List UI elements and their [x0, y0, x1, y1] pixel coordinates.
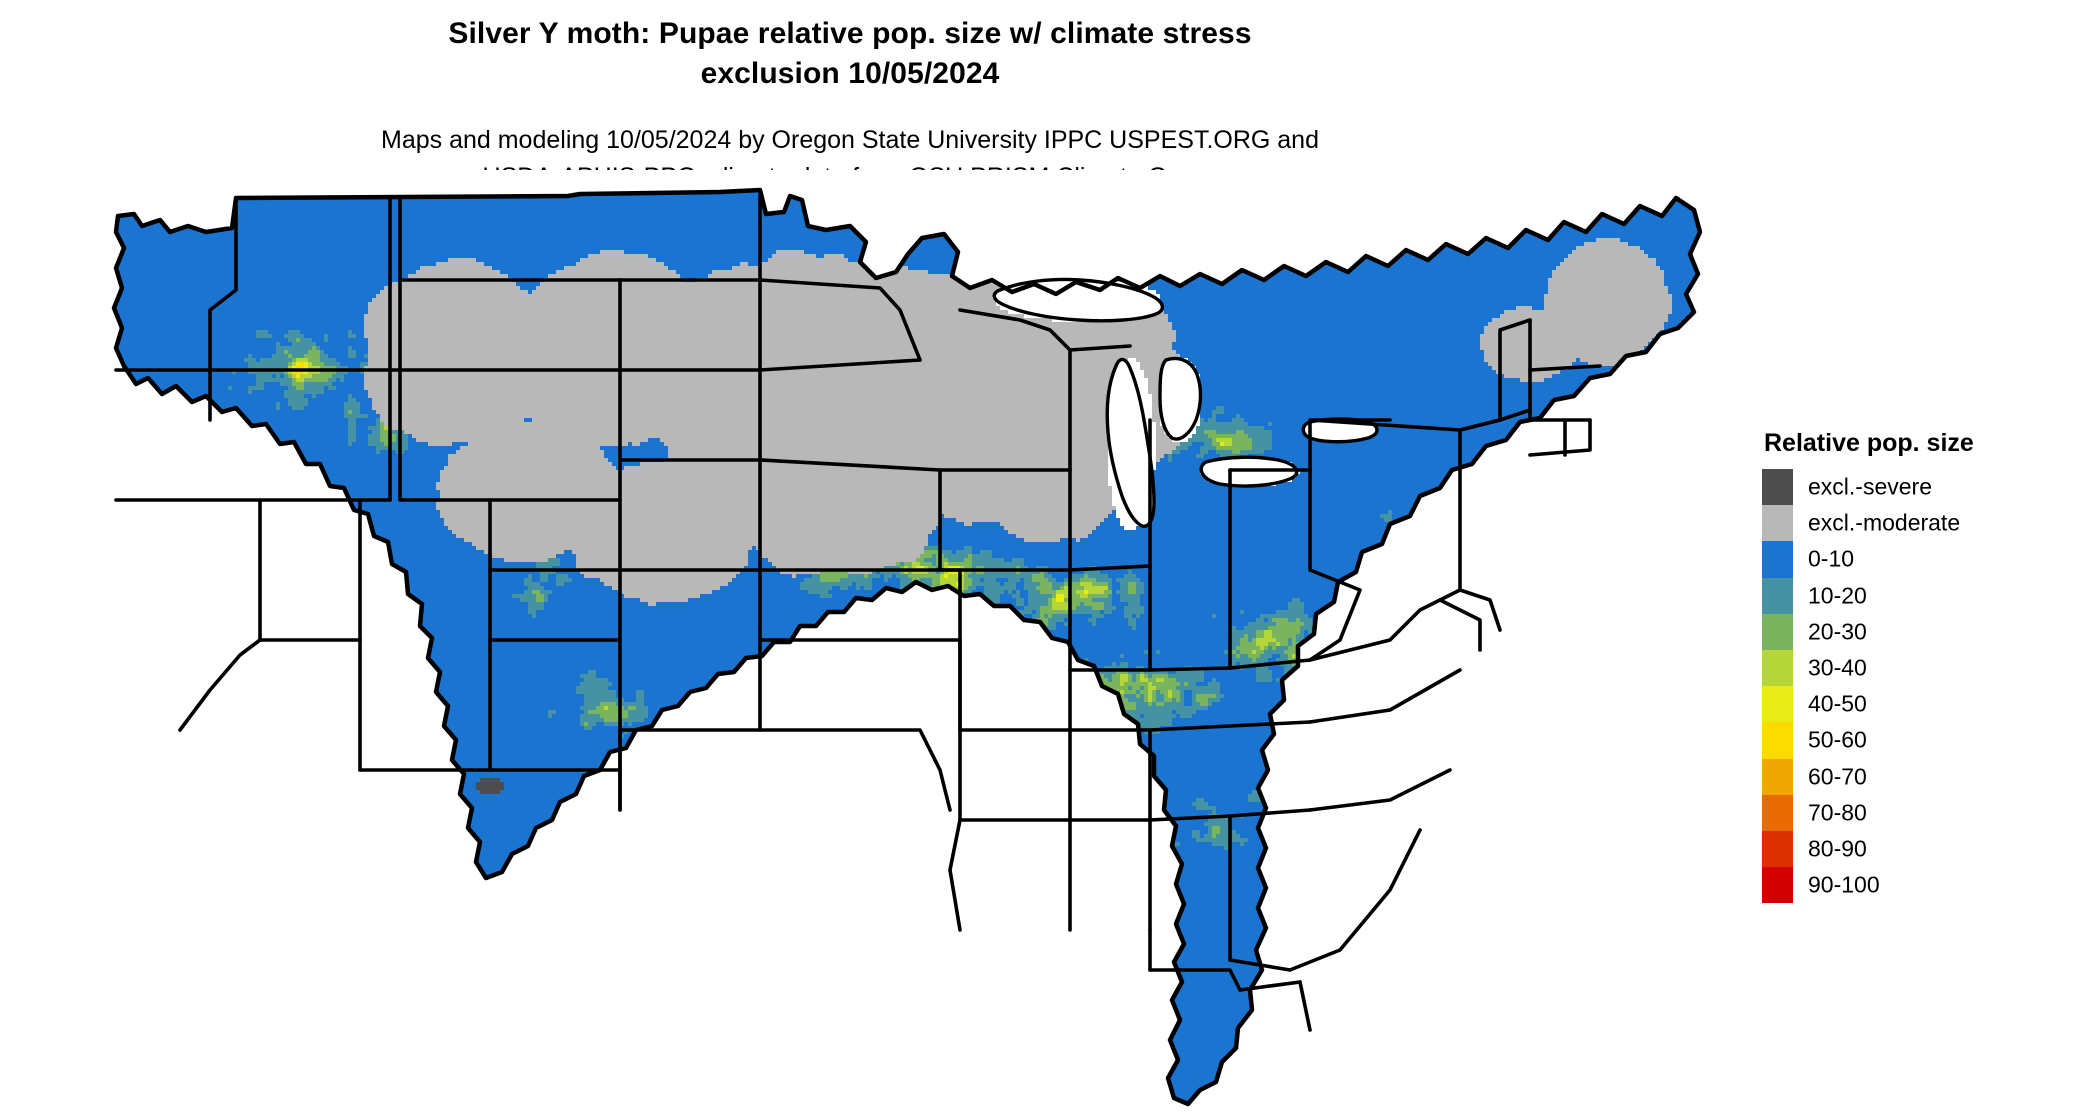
legend: Relative pop. size excl.-severe excl.-mod… [1762, 428, 2082, 904]
raster-cells [114, 190, 1700, 1102]
lake-outline [1199, 455, 1299, 488]
state-border [1528, 364, 1602, 372]
page-title: Silver Y moth: Pupae relative pop. size … [0, 14, 1700, 94]
legend-swatch [1762, 867, 1793, 904]
legend-swatch [1762, 469, 1793, 506]
lake-outline [1105, 357, 1156, 528]
legend-label: 80-90 [1808, 835, 1867, 862]
state-border [948, 818, 962, 932]
state-border [1068, 344, 1132, 352]
legend-swatch [1762, 686, 1793, 723]
state-border [398, 368, 492, 502]
state-border [1458, 588, 1502, 632]
legend-label: excl.-severe [1808, 473, 1932, 500]
legend-row: 40-50 [1762, 686, 2082, 723]
state-border [938, 768, 952, 812]
legend-row: 60-70 [1762, 758, 2082, 795]
legend-label: 0-10 [1808, 545, 1855, 572]
legend-swatch [1762, 613, 1793, 650]
lake-outline [1301, 417, 1379, 444]
choropleth-map [60, 170, 1720, 1110]
lake [1160, 358, 1201, 440]
state-border [1148, 968, 1242, 992]
legend-row: excl.-severe [1762, 469, 2082, 506]
legend-row: 70-80 [1762, 794, 2082, 831]
legend-row: excl.-moderate [1762, 505, 2082, 542]
legend-row: 30-40 [1762, 649, 2082, 687]
legend-swatch [1762, 577, 1793, 614]
raster-band [364, 238, 1672, 606]
legend-row: 80-90 [1762, 830, 2082, 868]
state-border [1068, 720, 1312, 732]
legend-label: 50-60 [1808, 726, 1867, 753]
legend-label: 90-100 [1808, 871, 1880, 898]
state-border [1228, 658, 1312, 670]
legend-swatch [1762, 541, 1793, 578]
state-border [1528, 418, 1592, 457]
legend-row: 90-100 [1762, 867, 2082, 904]
legend-label: 60-70 [1808, 763, 1867, 790]
national-outline [111, 187, 1703, 1107]
state-border [488, 638, 622, 772]
state-border [1148, 666, 1232, 672]
state-border [758, 278, 922, 362]
state-border [1238, 980, 1302, 992]
state-border [208, 196, 238, 422]
lake-outline [992, 277, 1164, 323]
legend-swatch [1762, 830, 1793, 868]
legend-label: 70-80 [1808, 799, 1867, 826]
legend-swatch [1762, 758, 1793, 795]
legend-row: 10-20 [1762, 577, 2082, 614]
lake [994, 279, 1163, 321]
state-border [1288, 828, 1422, 972]
legend-swatch [1762, 505, 1793, 542]
raster-band [476, 778, 504, 794]
title-line-2: exclusion 10/05/2024 [700, 57, 1000, 90]
legend-swatch [1762, 722, 1793, 759]
legend-row: 50-60 [1762, 722, 2082, 759]
state-border [758, 728, 942, 772]
state-border [758, 458, 942, 472]
state-border [178, 638, 262, 732]
state-border [1308, 468, 1362, 662]
state-borders [111, 187, 1703, 1107]
state-border [1298, 980, 1312, 1032]
legend-entries: excl.-severe excl.-moderate 0-10 10-20 20-30… [1762, 469, 2082, 904]
legend-row: 20-30 [1762, 613, 2082, 650]
us-map-svg [60, 170, 1720, 1110]
legend-row: 0-10 [1762, 541, 2082, 578]
legend-label: 10-20 [1808, 582, 1867, 609]
state-border [1308, 668, 1462, 724]
state-border [1068, 808, 1312, 822]
subtitle-line-1: Maps and modeling 10/05/2024 by Oregon S… [381, 126, 1319, 154]
legend-title: Relative pop. size [1764, 429, 1974, 457]
state-border [1308, 768, 1452, 812]
lake-outline [1158, 356, 1203, 441]
legend-label: 30-40 [1808, 654, 1867, 681]
state-border [758, 358, 922, 372]
raster-band [228, 330, 1392, 850]
legend-swatch [1762, 649, 1793, 687]
state-border [1498, 318, 1532, 422]
legend-swatch [1762, 794, 1793, 831]
state-border [1228, 958, 1292, 972]
legend-label: 40-50 [1808, 690, 1867, 717]
state-border [958, 308, 1072, 472]
map-raster-layer [60, 170, 1720, 1110]
state-border [1438, 598, 1482, 652]
legend-label: 20-30 [1808, 618, 1867, 645]
legend-label: excl.-moderate [1808, 509, 1961, 536]
raster-band [114, 190, 1700, 1102]
title-line-1: Silver Y moth: Pupae relative pop. size … [448, 17, 1252, 50]
